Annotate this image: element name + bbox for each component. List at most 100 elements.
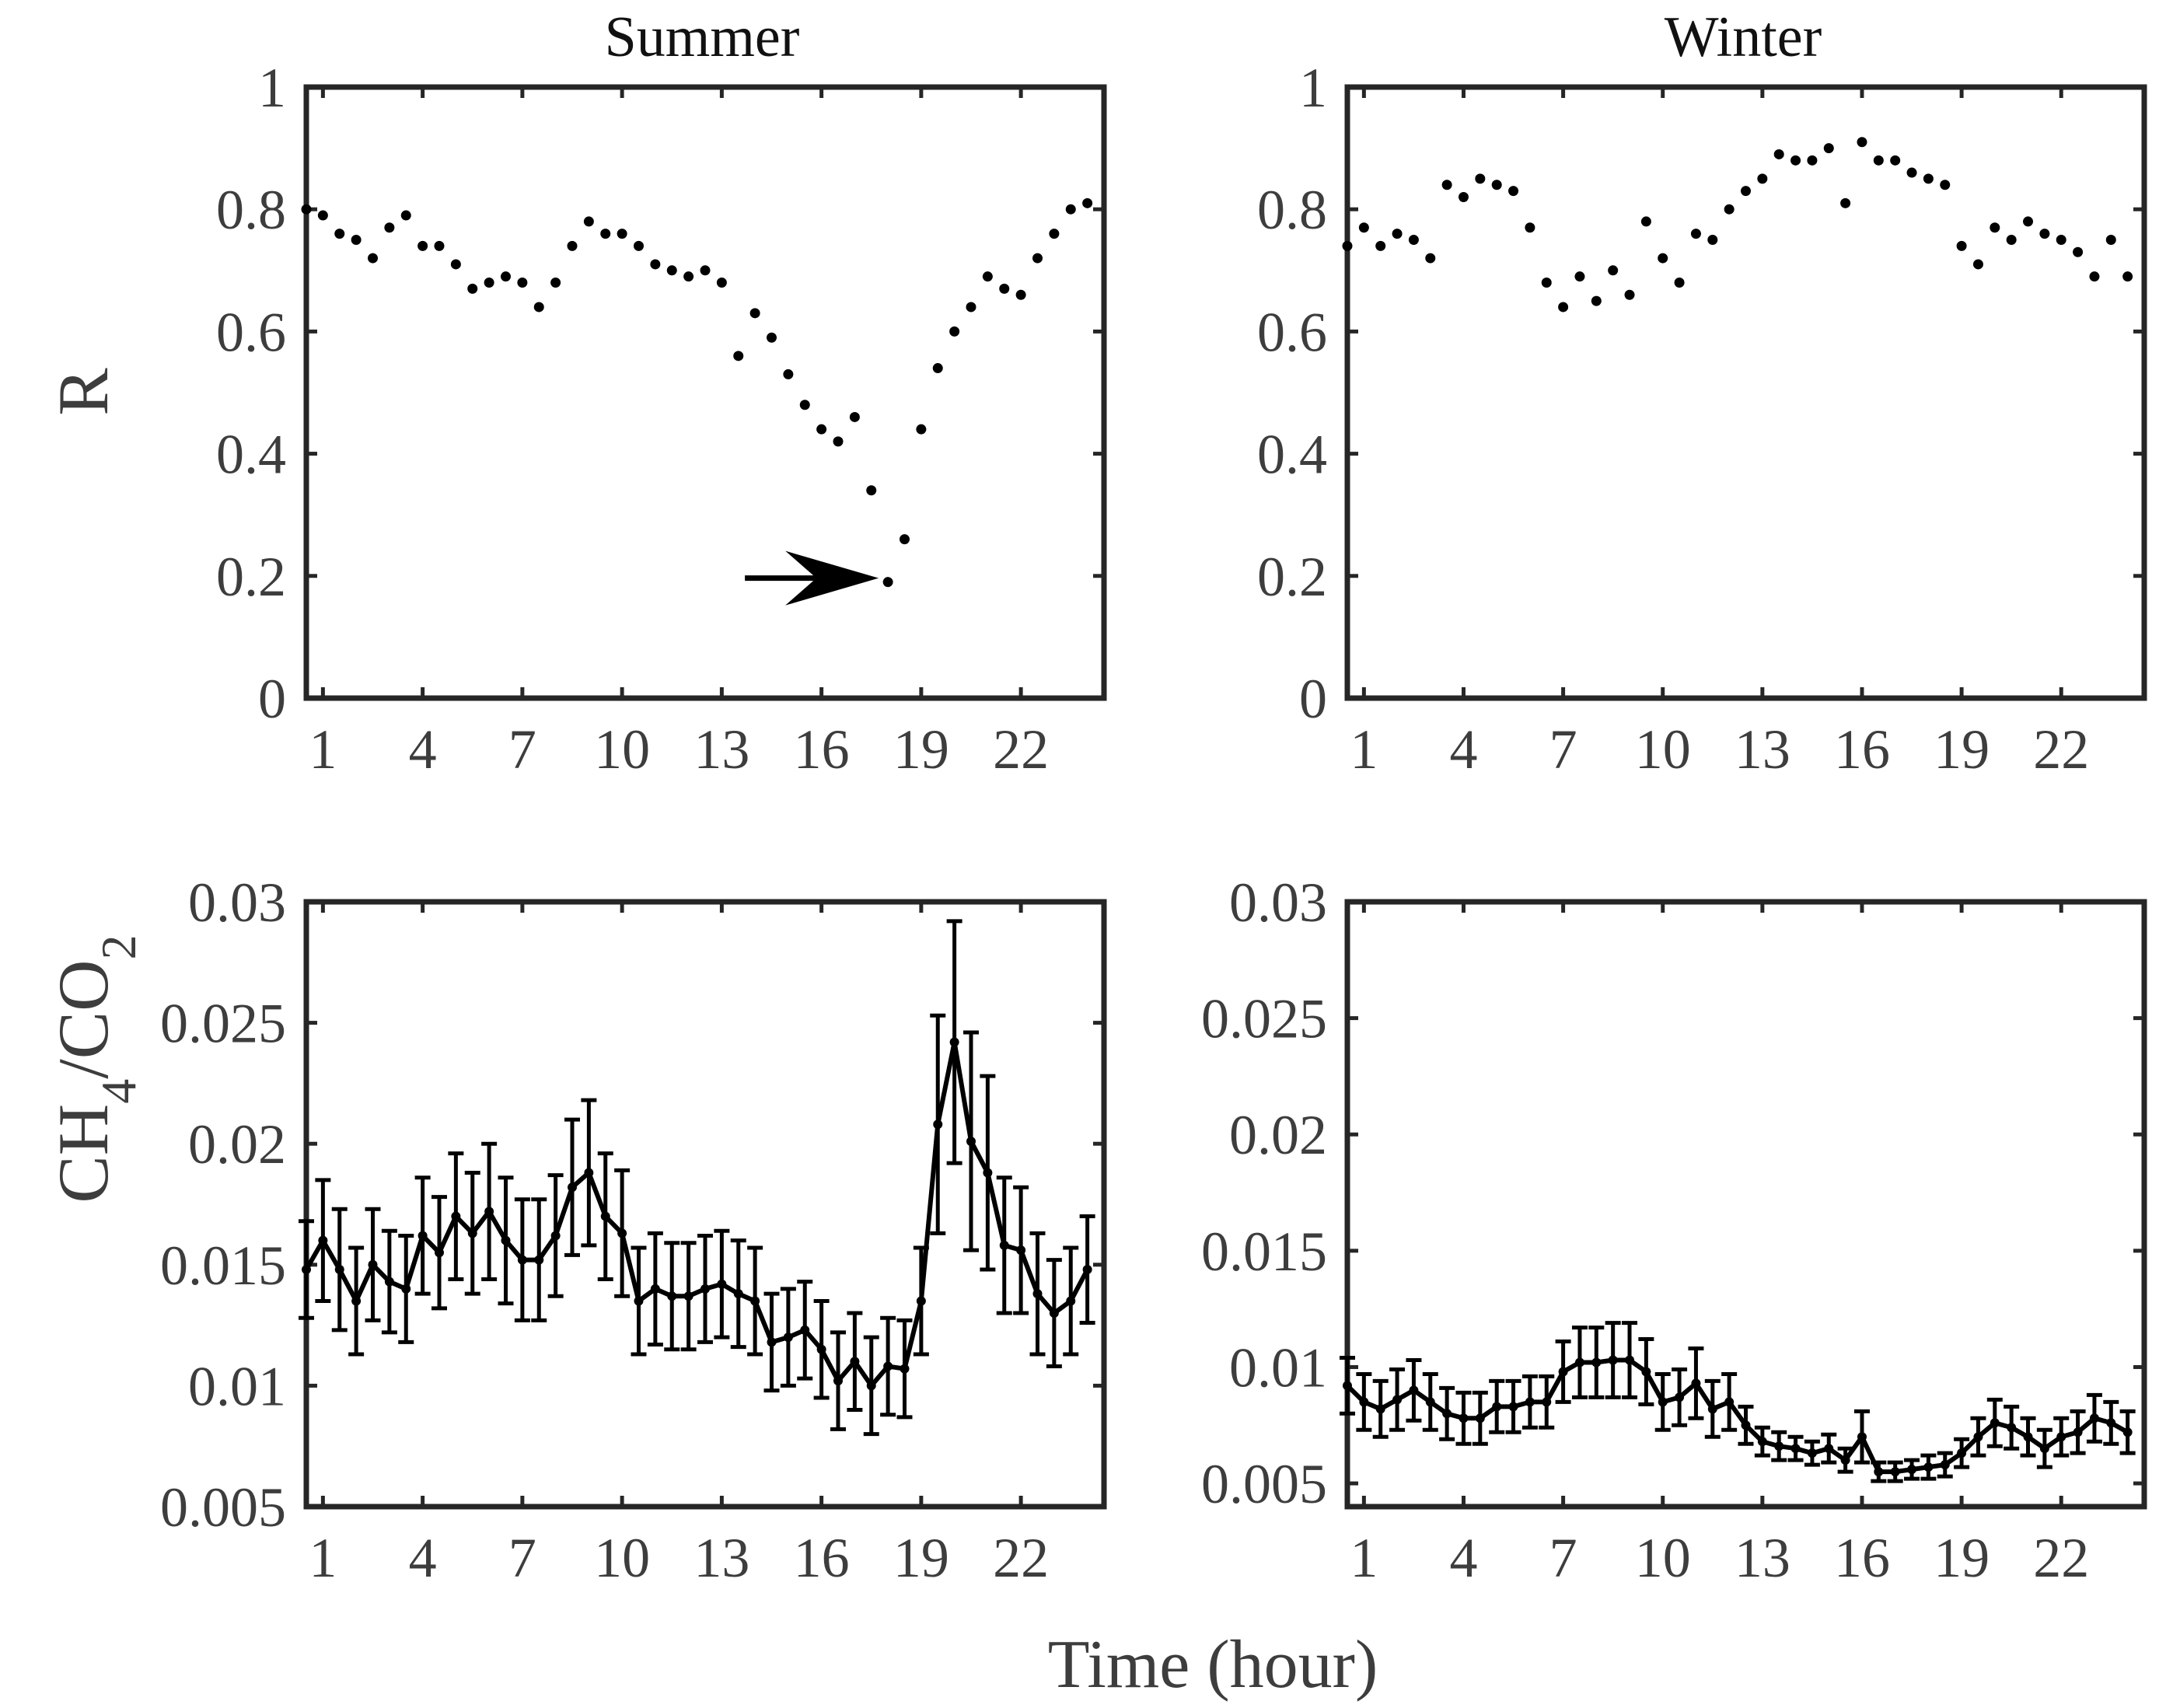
y-axis-label-ch4-co2: CH4/CO2	[44, 934, 146, 1203]
data-point	[617, 1228, 627, 1238]
summer-title: Summer	[605, 5, 800, 69]
x-tick-label: 16	[794, 1527, 850, 1589]
x-tick-label: 7	[1549, 718, 1577, 781]
data-point	[351, 235, 362, 245]
data-point	[716, 278, 727, 288]
data-point	[1066, 1296, 1076, 1306]
data-point	[1824, 1444, 1834, 1454]
y-tick-label: 0.6	[1257, 301, 1327, 363]
data-point	[833, 436, 844, 447]
data-point	[634, 240, 644, 251]
data-point	[334, 229, 345, 239]
data-point	[600, 229, 611, 239]
data-point	[1358, 222, 1369, 233]
data-point	[1508, 1402, 1518, 1412]
data-point	[1940, 1460, 1950, 1470]
data-point	[1840, 1455, 1850, 1465]
data-point	[1641, 1367, 1651, 1377]
data-point	[434, 240, 445, 251]
x-tick-label: 13	[1735, 1527, 1790, 1589]
data-point	[816, 1344, 826, 1354]
y-tick-label: 0.015	[160, 1235, 286, 1297]
data-point	[1840, 197, 1851, 208]
data-point	[850, 1357, 860, 1367]
data-point	[2056, 235, 2066, 245]
data-point	[334, 1265, 344, 1275]
y-tick-label: 0.2	[216, 546, 286, 608]
data-point	[450, 259, 461, 270]
data-point	[1741, 186, 1751, 197]
y-tick-label: 0.8	[216, 179, 286, 241]
data-point	[1574, 271, 1585, 282]
data-point	[1475, 173, 1486, 184]
data-point	[368, 1259, 378, 1270]
data-point	[1990, 1418, 2000, 1428]
x-tick-label: 10	[594, 718, 650, 781]
data-point	[467, 1228, 477, 1238]
data-point	[1375, 240, 1386, 251]
arrow-head	[785, 550, 879, 606]
data-point	[484, 278, 494, 288]
data-point	[717, 1279, 727, 1289]
ylabel-co: /CO	[44, 959, 123, 1078]
axes-frame	[303, 84, 1107, 701]
data-point	[1907, 1465, 1917, 1475]
summer-r-panel: 1 4 7 10 13 16 19 22 0 0.2 0.4 0.6 0.8 1	[216, 57, 1107, 781]
data-point	[2122, 271, 2133, 282]
data-point	[1674, 278, 1685, 288]
data-point	[1690, 229, 1701, 239]
data-point	[584, 1168, 594, 1178]
data-point	[1724, 204, 1735, 215]
data-point	[401, 1284, 411, 1294]
data-point	[1625, 1355, 1635, 1365]
data-point	[318, 1235, 328, 1245]
data-point	[1691, 1378, 1701, 1388]
data-point	[1857, 137, 1867, 148]
data-point	[634, 1296, 644, 1306]
data-point	[2039, 1444, 2049, 1454]
y-tick-label: 0.02	[1229, 1104, 1327, 1166]
data-point	[1591, 295, 1602, 306]
data-point	[1990, 222, 2000, 233]
data-point	[1675, 1392, 1685, 1402]
data-point	[1591, 1357, 1602, 1367]
y-tick-label: 0.03	[1229, 871, 1327, 934]
data-point	[451, 1211, 461, 1221]
data-point	[1790, 1444, 1801, 1454]
data-point	[2023, 1432, 2033, 1442]
data-point	[666, 265, 677, 276]
data-point	[567, 240, 578, 251]
data-point	[1065, 204, 1076, 215]
data-point	[2089, 271, 2100, 282]
data-point	[568, 1182, 577, 1193]
data-point	[916, 424, 927, 435]
x-tick-label: 4	[1449, 1527, 1477, 1589]
data-point	[983, 1168, 993, 1178]
data-point	[517, 278, 528, 288]
data-point	[1525, 222, 1535, 233]
data-point	[882, 577, 893, 588]
ylabel-sub-4: 4	[91, 1079, 146, 1104]
x-tick-label: 13	[693, 718, 749, 781]
data-point	[1525, 1397, 1535, 1407]
x-tick-label: 7	[1549, 1527, 1577, 1589]
data-point	[1343, 1381, 1352, 1391]
data-point	[2073, 246, 2084, 257]
y-tick-label: 1	[258, 57, 286, 119]
data-point	[1441, 180, 1452, 190]
y-tick-label: 0.015	[1201, 1221, 1327, 1283]
data-point	[1082, 1265, 1092, 1275]
data-point	[1658, 253, 1668, 264]
data-point	[517, 1255, 527, 1265]
data-point	[1807, 155, 1818, 166]
data-point	[317, 210, 328, 221]
data-point	[650, 1284, 660, 1294]
data-point	[949, 1037, 959, 1047]
y-tick-label: 0.8	[1257, 179, 1327, 241]
x-tick-label: 16	[1834, 718, 1890, 781]
data-point	[700, 265, 711, 276]
data-point	[866, 1381, 876, 1391]
x-tick-label: 13	[693, 1527, 749, 1589]
data-point	[2056, 1432, 2066, 1442]
data-point	[767, 332, 777, 343]
